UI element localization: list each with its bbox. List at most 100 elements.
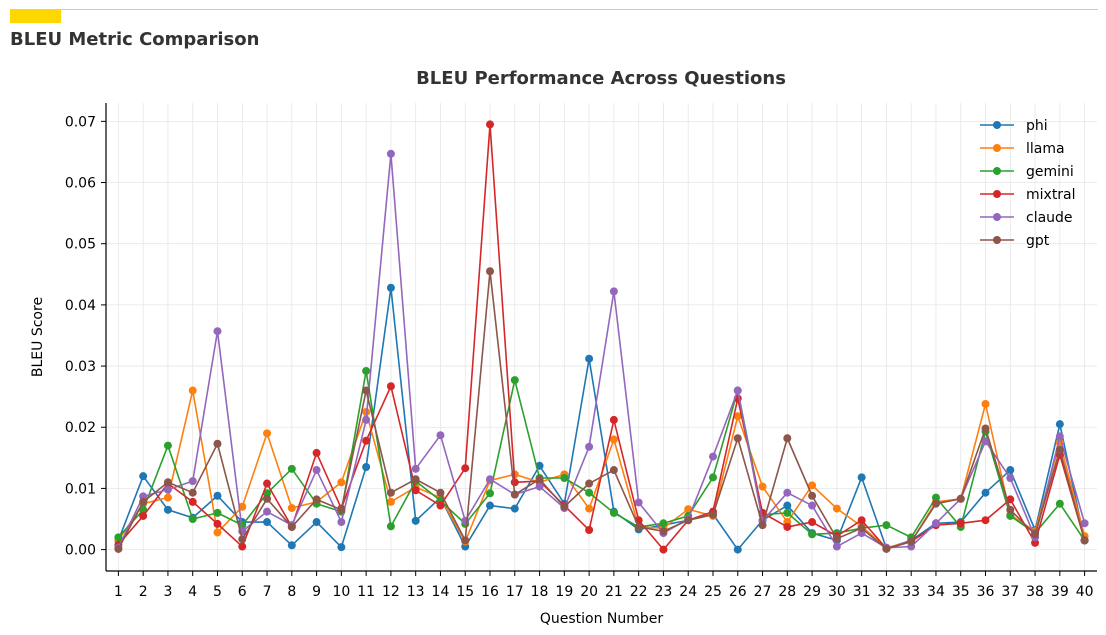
data-point-mixtral — [213, 519, 222, 528]
series-layer — [114, 120, 1089, 554]
data-point-mixtral — [312, 448, 321, 457]
data-point-claude — [386, 149, 395, 158]
data-point-llama — [287, 503, 296, 512]
data-point-claude — [808, 501, 817, 510]
data-point-gpt — [411, 475, 420, 484]
x-tick-label: 17 — [506, 584, 524, 600]
data-point-gpt — [882, 544, 891, 553]
data-point-gpt — [560, 502, 569, 511]
legend-swatch-marker — [993, 167, 1001, 175]
data-point-gpt — [609, 466, 618, 475]
legend-label: gpt — [1026, 233, 1050, 249]
data-point-claude — [312, 466, 321, 475]
series-line-mixtral — [117, 123, 1086, 551]
data-point-claude — [609, 287, 618, 296]
data-point-claude — [1055, 432, 1064, 441]
data-point-phi — [981, 488, 990, 497]
data-point-phi — [263, 518, 272, 527]
x-tick-label: 28 — [778, 584, 796, 600]
legend-label: llama — [1026, 141, 1065, 157]
ticks: 1 2 3 4 5 6 7 8 9 10 11 12 13 14 15 16 17 18 19 20 21 22 23 24 2… — [65, 114, 1094, 600]
series-line-phi — [117, 286, 1086, 551]
data-point-gpt — [956, 494, 965, 503]
y-axis-label: BLEU Score — [30, 297, 46, 377]
legend-label: phi — [1026, 118, 1048, 134]
data-point-gpt — [238, 535, 247, 544]
data-point-gpt — [163, 478, 172, 487]
data-point-claude — [634, 498, 643, 507]
data-point-mixtral — [486, 120, 495, 129]
data-point-gpt — [461, 536, 470, 545]
x-tick-label: 18 — [531, 584, 549, 600]
data-point-llama — [609, 435, 618, 444]
x-tick-label: 23 — [655, 584, 673, 600]
data-point-mixtral — [188, 497, 197, 506]
data-point-phi — [1055, 420, 1064, 429]
data-point-phi — [362, 463, 371, 471]
data-point-gpt — [535, 475, 544, 484]
data-point-gemini — [585, 488, 594, 497]
data-point-gemini — [163, 441, 172, 450]
data-point-claude — [585, 442, 594, 451]
series-phi — [114, 283, 1089, 554]
x-tick-label: 24 — [679, 584, 697, 600]
data-point-gpt — [213, 439, 222, 448]
x-tick-label: 22 — [630, 584, 648, 600]
data-point-mixtral — [263, 479, 272, 488]
data-point-mixtral — [981, 516, 990, 525]
data-point-phi — [733, 545, 742, 554]
data-point-gpt — [708, 510, 717, 519]
header-accent-bar — [10, 9, 61, 23]
x-tick-label: 38 — [1026, 584, 1044, 600]
data-point-gemini — [362, 366, 371, 375]
x-tick-label: 39 — [1051, 584, 1069, 600]
data-point-gemini — [560, 474, 569, 483]
data-point-llama — [733, 412, 742, 421]
data-point-mixtral — [386, 382, 395, 391]
data-point-gemini — [1055, 499, 1064, 508]
chart-title: BLEU Performance Across Questions — [416, 68, 786, 89]
x-tick-label: 10 — [332, 584, 350, 600]
x-tick-label: 4 — [188, 584, 197, 600]
data-point-phi — [337, 543, 346, 552]
data-point-gemini — [486, 489, 495, 498]
data-point-claude — [783, 488, 792, 497]
x-tick-label: 11 — [357, 584, 375, 600]
data-point-gpt — [758, 521, 767, 530]
data-point-mixtral — [461, 464, 470, 473]
data-point-gpt — [337, 505, 346, 514]
data-point-mixtral — [411, 486, 420, 495]
x-tick-label: 26 — [729, 584, 747, 600]
data-point-llama — [337, 478, 346, 487]
data-point-gpt — [585, 479, 594, 488]
data-point-mixtral — [585, 526, 594, 535]
data-point-gpt — [659, 527, 668, 536]
data-point-gpt — [312, 495, 321, 504]
y-tick-label: 0.05 — [65, 237, 96, 253]
data-point-claude — [486, 475, 495, 484]
series-claude — [114, 149, 1089, 552]
data-point-phi — [287, 541, 296, 550]
data-point-gemini — [659, 519, 668, 528]
legend-item-claude: claude — [980, 210, 1073, 226]
y-tick-label: 0.00 — [65, 543, 96, 559]
x-tick-label: 15 — [456, 584, 474, 600]
header-accent-line — [10, 9, 1098, 10]
data-point-gpt — [684, 516, 693, 525]
data-point-gemini — [1006, 511, 1015, 520]
data-point-claude — [436, 431, 445, 440]
x-tick-label: 6 — [238, 584, 247, 600]
series-line-claude — [117, 152, 1086, 549]
x-tick-label: 16 — [481, 584, 499, 600]
data-point-claude — [139, 492, 148, 501]
legend-item-mixtral: mixtral — [980, 187, 1076, 203]
data-point-gemini — [808, 530, 817, 539]
legend-swatch-marker — [993, 144, 1001, 152]
data-point-gpt — [1055, 445, 1064, 454]
legend: phi llama gemini mixtral claude gpt — [980, 118, 1076, 249]
data-point-phi — [1006, 466, 1015, 475]
data-point-gpt — [907, 537, 916, 546]
data-point-phi — [213, 491, 222, 500]
